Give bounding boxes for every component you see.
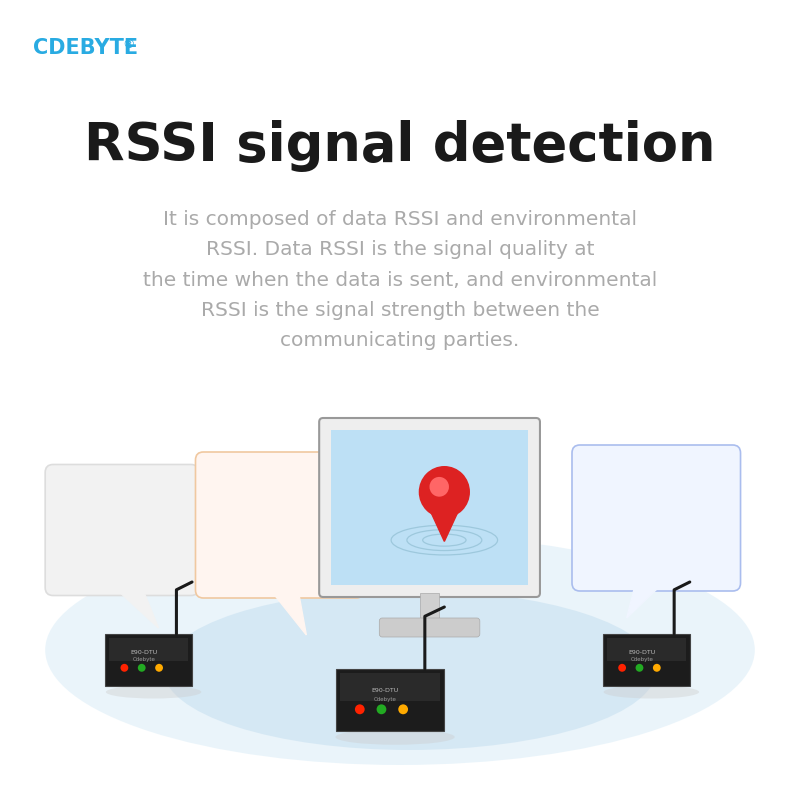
Text: Cdebyte: Cdebyte — [630, 658, 654, 662]
Text: E90-DTU: E90-DTU — [371, 688, 398, 693]
Text: ®: ® — [122, 38, 134, 51]
FancyBboxPatch shape — [195, 452, 364, 598]
Polygon shape — [426, 502, 462, 542]
Polygon shape — [114, 587, 158, 628]
Text: E90-DTU: E90-DTU — [130, 650, 158, 654]
Text: Signal
strength
45%: Signal strength 45% — [606, 475, 707, 551]
Text: Cdebyte: Cdebyte — [374, 698, 396, 702]
Circle shape — [418, 466, 470, 518]
Text: It is composed of data RSSI and environmental
RSSI. Data RSSI is the signal qual: It is composed of data RSSI and environm… — [143, 210, 657, 350]
Text: E90-DTU: E90-DTU — [629, 650, 656, 654]
Circle shape — [155, 664, 163, 672]
Text: RSSI signal detection: RSSI signal detection — [84, 120, 716, 172]
Circle shape — [138, 664, 146, 672]
FancyBboxPatch shape — [607, 638, 686, 662]
Ellipse shape — [604, 686, 699, 698]
FancyBboxPatch shape — [379, 618, 480, 637]
Circle shape — [635, 664, 643, 672]
Circle shape — [355, 704, 365, 714]
Polygon shape — [270, 590, 306, 635]
Text: CDEBYTE: CDEBYTE — [34, 38, 138, 58]
FancyBboxPatch shape — [572, 445, 741, 591]
Ellipse shape — [45, 535, 755, 765]
FancyBboxPatch shape — [340, 673, 441, 701]
Text: Signal
strength
85%: Signal strength 85% — [229, 478, 330, 554]
Ellipse shape — [163, 590, 656, 750]
Circle shape — [618, 664, 626, 672]
Circle shape — [653, 664, 661, 672]
Ellipse shape — [106, 686, 202, 698]
FancyBboxPatch shape — [110, 638, 188, 662]
Text: Cdebyte: Cdebyte — [133, 658, 156, 662]
Circle shape — [398, 704, 408, 714]
FancyBboxPatch shape — [603, 634, 690, 686]
FancyBboxPatch shape — [336, 669, 444, 731]
FancyBboxPatch shape — [331, 430, 528, 585]
Circle shape — [430, 477, 449, 497]
FancyBboxPatch shape — [45, 465, 199, 595]
Ellipse shape — [335, 730, 454, 745]
Text: Signal
strength
22%: Signal strength 22% — [87, 488, 157, 556]
FancyBboxPatch shape — [106, 634, 192, 686]
FancyBboxPatch shape — [319, 418, 540, 597]
FancyBboxPatch shape — [420, 593, 439, 621]
Circle shape — [121, 664, 128, 672]
Polygon shape — [626, 583, 663, 618]
Circle shape — [377, 704, 386, 714]
